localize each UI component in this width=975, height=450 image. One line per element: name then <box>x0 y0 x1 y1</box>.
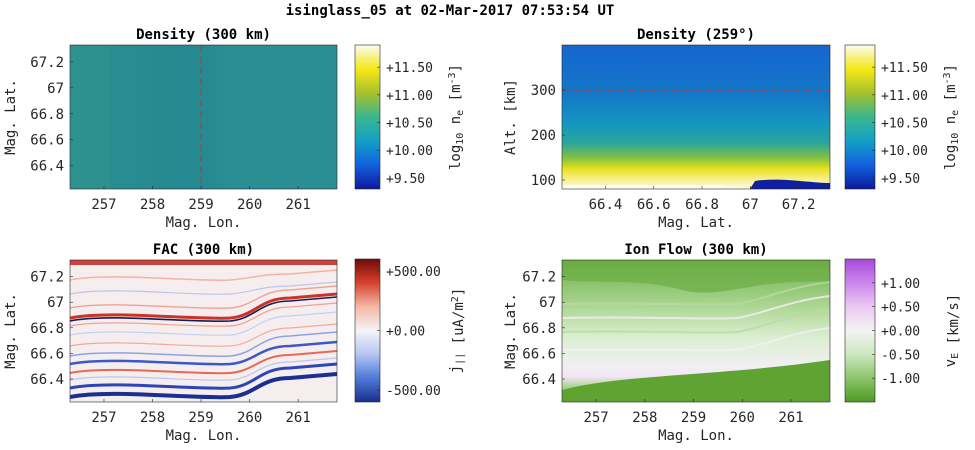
y-axis-label: Mag. Lat. <box>3 79 19 155</box>
colorbar-tick-label: +11.50 <box>881 61 928 76</box>
colorbar-tick-label: +11.00 <box>386 89 433 104</box>
x-tick-label: 258 <box>140 410 165 426</box>
colorbar-tick-label: +0.50 <box>881 301 920 316</box>
colorbar-tick-label: +500.00 <box>386 265 441 280</box>
y-tick-label: 67 <box>47 295 64 311</box>
colorbar-tick-label: +0.00 <box>881 325 920 340</box>
colorbar-tick-label: -1.00 <box>881 372 920 387</box>
colorbar <box>354 44 381 190</box>
colorbar-tick-label: -500.00 <box>386 384 441 399</box>
x-tick-label: 257 <box>91 410 116 426</box>
axes-frame <box>561 44 831 190</box>
panel-2: 66.4 66.6 66.8 67 67.2 100 200 300 Density (259°… <box>503 27 961 231</box>
x-tick-label: 258 <box>140 197 165 213</box>
x-tick-label: 260 <box>237 410 262 426</box>
x-tick-label: 257 <box>91 197 116 213</box>
x-tick-label: 259 <box>188 410 213 426</box>
x-tick-label: 261 <box>286 197 311 213</box>
colorbar-tick-label: +9.50 <box>881 172 920 187</box>
y-tick-label: 67 <box>539 295 556 311</box>
panel-3: 257 258 259 260 261 66.4 66.6 66.8 67 67.2 FAC (30… <box>3 242 467 444</box>
y-axis-label: Mag. Lat. <box>3 293 19 369</box>
y-tick-label: 67.2 <box>522 270 556 286</box>
x-tick-label: 261 <box>286 410 311 426</box>
y-tick-label: 67.2 <box>30 270 64 286</box>
y-tick-label: 66.4 <box>30 159 64 175</box>
y-axis-label: Alt. [km] <box>503 79 519 155</box>
axes-frame <box>69 259 338 403</box>
panel-title: Ion Flow (300 km) <box>624 242 767 258</box>
panel-title: Density (259°) <box>637 27 755 43</box>
x-tick-label: 259 <box>681 410 706 426</box>
y-tick-label: 66.6 <box>522 346 556 362</box>
colorbar-tick-label: +10.50 <box>881 117 928 132</box>
x-tick-label: 257 <box>583 410 608 426</box>
colorbar-tick-label: +0.00 <box>386 325 425 340</box>
y-tick-label: 66.8 <box>30 107 64 123</box>
heatmap-image <box>562 260 830 402</box>
y-tick-label: 66.4 <box>522 372 556 388</box>
y-tick-label: 66.6 <box>30 133 64 149</box>
colorbar-tick-label: +1.00 <box>881 277 920 292</box>
y-axis-label: Mag. Lat. <box>503 293 519 369</box>
panel-1: 257 258 259 260 261 66.4 66.6 66.8 67 67.2 Density… <box>3 27 466 231</box>
y-tick-label: 67 <box>47 81 64 97</box>
colorbar-tick-label: +11.00 <box>881 89 928 104</box>
heatmap-image <box>70 260 337 402</box>
panel-title: FAC (300 km) <box>153 242 254 258</box>
colorbar-tick-label: +10.50 <box>386 117 433 132</box>
heatmap-image <box>562 45 830 189</box>
x-tick-label: 258 <box>632 410 657 426</box>
x-axis-label: Mag. Lon. <box>166 428 242 444</box>
colorbar-tick-label: +10.00 <box>881 144 928 159</box>
y-tick-label: 66.4 <box>30 372 64 388</box>
x-axis-label: Mag. Lon. <box>658 428 734 444</box>
colorbar <box>844 44 876 190</box>
colorbar-tick-label: +11.50 <box>386 61 433 76</box>
y-tick-label: 300 <box>531 83 556 99</box>
colorbar-label: log10 ne [m-3] <box>447 64 466 170</box>
colorbar-label: j|| [uA/m2] <box>448 288 467 374</box>
x-tick-label: 66.8 <box>685 197 719 213</box>
axes-frame <box>561 259 831 403</box>
x-axis-label: Mag. Lon. <box>166 215 242 231</box>
colorbar <box>354 258 381 403</box>
x-tick-label: 260 <box>730 410 755 426</box>
axes-frame <box>69 44 338 190</box>
x-tick-label: 66.4 <box>589 197 623 213</box>
x-tick-label: 259 <box>188 197 213 213</box>
colorbar-label: log10 ne [m-3] <box>942 64 961 170</box>
colorbar-tick-label: -0.50 <box>881 348 920 363</box>
x-tick-label: 67.2 <box>782 197 816 213</box>
colorbar-label: vE [km/s] <box>943 294 962 367</box>
y-tick-label: 66.8 <box>30 321 64 337</box>
y-tick-label: 66.6 <box>30 346 64 362</box>
colorbar-tick-label: +9.50 <box>386 172 425 187</box>
x-axis-label: Mag. Lat. <box>658 215 734 231</box>
colorbar <box>844 258 876 403</box>
x-tick-label: 260 <box>237 197 262 213</box>
y-tick-label: 200 <box>531 128 556 144</box>
colorbar-tick-label: +10.00 <box>386 144 433 159</box>
y-tick-label: 100 <box>531 173 556 189</box>
heatmap-image <box>70 45 337 189</box>
figure-title: isinglass_05 at 02-Mar-2017 07:53:54 UT <box>286 3 615 19</box>
panel-4: 257 258 259 260 261 66.4 66.6 66.8 67 67.2 Ion Flo… <box>503 242 962 444</box>
y-tick-label: 67.2 <box>30 55 64 71</box>
x-tick-label: 261 <box>778 410 803 426</box>
x-tick-label: 66.6 <box>637 197 671 213</box>
x-tick-label: 67 <box>742 197 759 213</box>
y-tick-label: 66.8 <box>522 321 556 337</box>
panel-title: Density (300 km) <box>136 27 271 43</box>
